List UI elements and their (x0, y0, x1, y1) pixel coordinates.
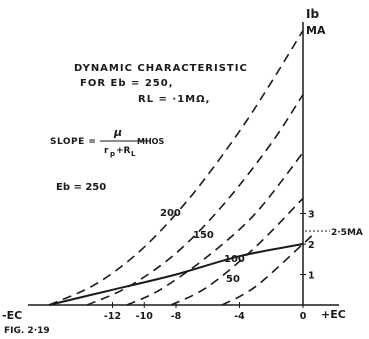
y-axis-label-ma: MA (306, 24, 326, 37)
series-label-4: 50 (226, 274, 240, 285)
x-tick-label-1: -10 (136, 311, 154, 322)
y-tick-label-0: 1 (308, 271, 315, 282)
x-tick-label-4: 0 (300, 311, 307, 322)
title-line2: FOR Eb = 250, (80, 78, 174, 89)
slope-formula: SLOPE = μ r p +R L MHOS (50, 126, 164, 158)
series-line-1 (86, 94, 304, 306)
figure-label: FIG. 2·19 (4, 326, 50, 336)
y-tick-label-1: 2 (308, 240, 315, 251)
svg-text:μ: μ (113, 126, 122, 139)
x-axis-right-label: +EC (321, 308, 346, 321)
title-line3: RL = ·1MΩ, (138, 94, 210, 105)
series-line-5 (48, 243, 304, 306)
title-line1: DYNAMIC CHARACTERISTIC (74, 63, 248, 74)
svg-text:+R: +R (116, 146, 131, 156)
series-line-0 (48, 30, 304, 306)
series-label-2: 150 (193, 230, 214, 241)
x-tick-label-2: -8 (171, 311, 182, 322)
svg-text:r: r (104, 146, 109, 156)
svg-text:p: p (110, 150, 115, 158)
x-tick-label-3: -4 (234, 311, 245, 322)
x-axis-left-label: -EC (2, 309, 22, 322)
series-label-0: Eb = 250 (56, 182, 106, 193)
svg-text:MHOS: MHOS (137, 137, 164, 146)
current-marker-label: 2·5MA (331, 228, 363, 238)
series-line-2 (126, 152, 304, 306)
series-line-4 (221, 234, 314, 306)
series-line-3 (170, 197, 304, 306)
series-label-1: 200 (160, 208, 181, 219)
series-label-3: 100 (224, 254, 245, 265)
x-tick-label-0: -12 (104, 311, 121, 322)
y-tick-label-2: 3 (308, 210, 315, 221)
svg-text:SLOPE =: SLOPE = (50, 137, 96, 147)
svg-text:L: L (131, 150, 136, 158)
y-axis-label-ib: Ib (306, 7, 319, 21)
